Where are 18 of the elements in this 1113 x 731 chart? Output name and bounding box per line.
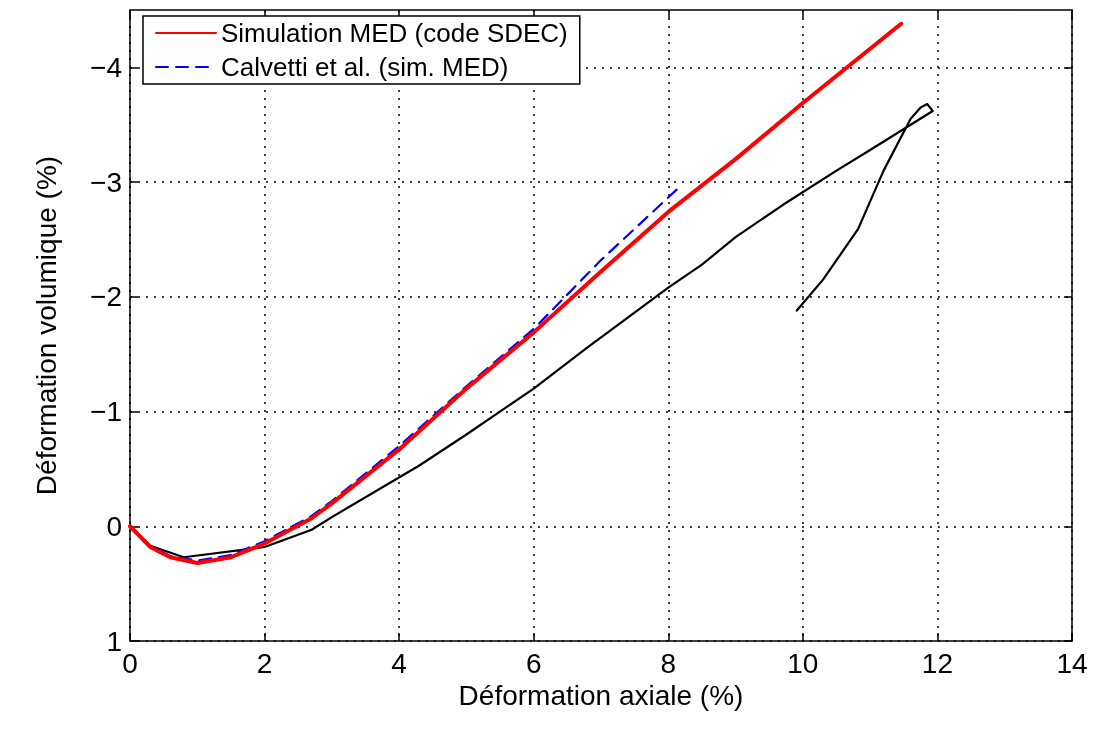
y-tick-label: −1 bbox=[90, 396, 122, 428]
x-tick-label: 10 bbox=[787, 647, 819, 679]
y-tick-label: 1 bbox=[106, 625, 122, 657]
y-tick-label: −4 bbox=[90, 51, 122, 83]
legend-label: Calvetti et al. (sim. MED) bbox=[221, 52, 509, 82]
x-tick-label: 2 bbox=[256, 647, 273, 679]
legend-label: Simulation MED (code SDEC) bbox=[221, 18, 568, 48]
y-axis-title: Déformation volumique (%) bbox=[30, 155, 62, 496]
y-tick-label: −2 bbox=[90, 281, 122, 313]
x-tick-label: 4 bbox=[391, 647, 407, 679]
x-tick-label: 14 bbox=[1056, 647, 1088, 679]
y-tick-label: −3 bbox=[90, 166, 122, 198]
line-series bbox=[128, 21, 904, 565]
x-tick-label: 12 bbox=[921, 647, 954, 679]
x-axis-title: Déformation axiale (%) bbox=[458, 680, 744, 712]
y-tick-label: 0 bbox=[106, 510, 122, 542]
x-tick-label: 8 bbox=[660, 647, 677, 679]
x-tick-label: 6 bbox=[525, 647, 542, 679]
